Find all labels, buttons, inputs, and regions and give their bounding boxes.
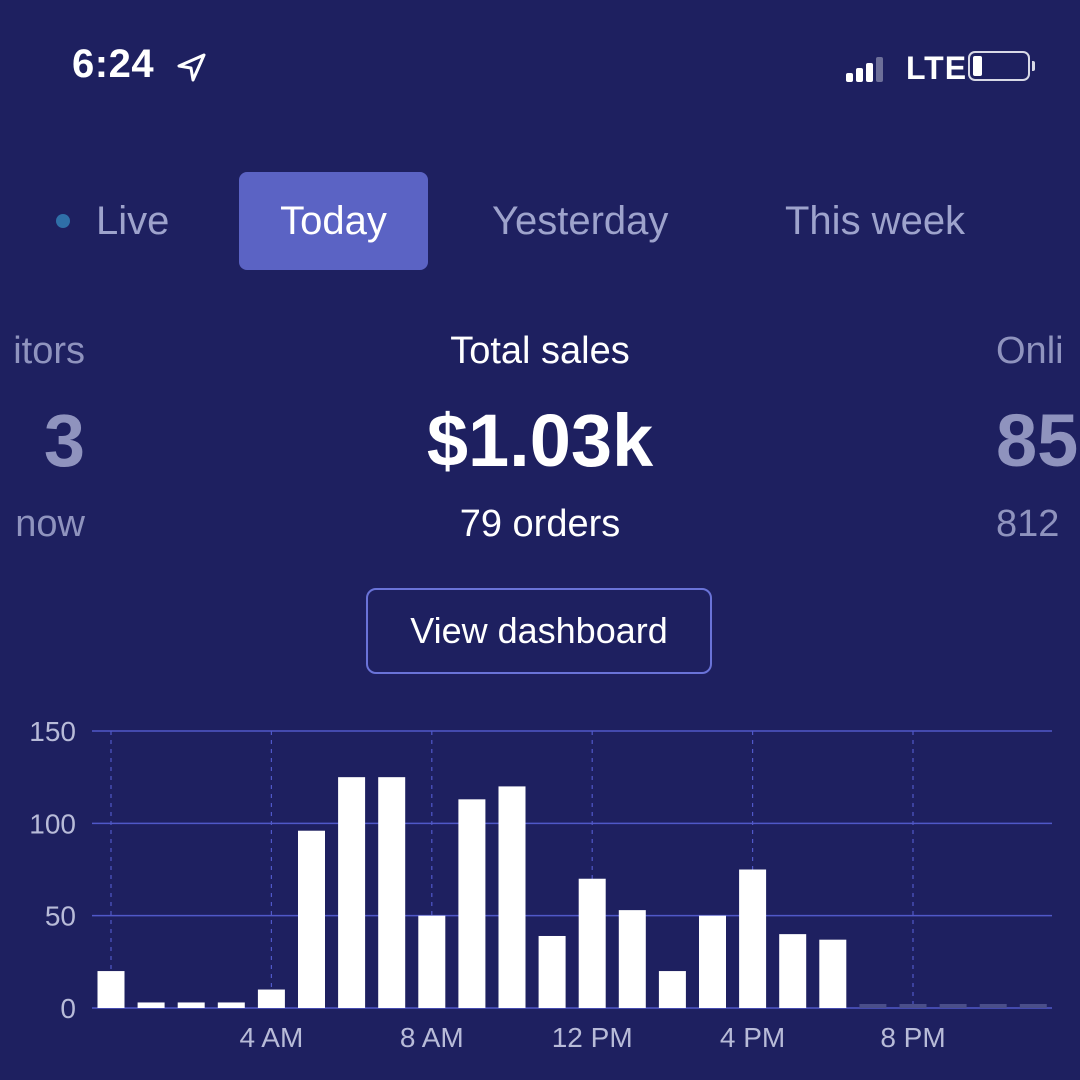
tab-this-week[interactable]: This week xyxy=(785,172,965,270)
x-tick-label: 8 PM xyxy=(880,1022,945,1053)
bar-1-pm xyxy=(618,910,646,1008)
x-tick-label: 8 AM xyxy=(400,1022,464,1053)
bar-4-pm xyxy=(739,869,767,1008)
bar-2-pm xyxy=(658,971,686,1008)
orders-count: 79 orders xyxy=(459,503,621,545)
tab-live[interactable]: Live xyxy=(56,172,169,270)
live-dot-icon xyxy=(56,214,70,228)
hourly-sales-chart: 0 50 100 150 4 AM 8 AM 12 PM 4 PM 8 PM xyxy=(29,716,1052,1053)
bar-6-pm xyxy=(819,939,847,1008)
network-type: LTE xyxy=(906,50,968,86)
bar-8-pm xyxy=(899,1004,927,1008)
total-sales-title: Total sales xyxy=(450,330,630,372)
y-tick-label: 150 xyxy=(29,716,76,747)
bar-3-am xyxy=(217,1002,245,1008)
tab-today-label: Today xyxy=(280,198,387,243)
y-tick-label: 0 xyxy=(60,993,76,1024)
bar-5-am xyxy=(298,830,325,1008)
tab-live-label: Live xyxy=(96,198,170,243)
bar-3-pm xyxy=(699,915,726,1008)
x-tick-label: 4 AM xyxy=(239,1022,303,1053)
bar-12-pm xyxy=(578,878,606,1008)
visitors-title: itors xyxy=(13,330,85,372)
visitors-sub: now xyxy=(15,503,85,545)
visitors-value: 3 xyxy=(43,399,85,482)
tab-yesterday[interactable]: Yesterday xyxy=(492,172,668,270)
bar-5-pm xyxy=(779,934,807,1008)
bar-9-pm xyxy=(939,1004,967,1008)
y-tick-label: 100 xyxy=(29,808,76,839)
bar-10-am xyxy=(498,786,526,1008)
bar-11-am xyxy=(538,935,566,1008)
online-sub: 812 xyxy=(996,503,1060,545)
online-title: Onli xyxy=(996,330,1064,372)
tab-this-week-label: This week xyxy=(785,198,966,243)
signal-strength-icon xyxy=(846,56,886,82)
bar-7-am xyxy=(378,777,406,1008)
view-dashboard-button[interactable]: View dashboard xyxy=(366,588,712,674)
x-tick-label: 4 PM xyxy=(720,1022,785,1053)
bar-4-am xyxy=(257,989,285,1008)
bar-11-pm xyxy=(1019,1004,1047,1008)
tab-today[interactable]: Today xyxy=(239,172,428,270)
bar-9-am xyxy=(458,799,486,1008)
y-tick-label: 50 xyxy=(45,901,76,932)
bar-12-am xyxy=(97,971,125,1008)
bar-7-pm xyxy=(859,1004,887,1008)
location-arrow-icon xyxy=(177,53,206,82)
bar-6-am xyxy=(338,777,366,1008)
status-time: 6:24 xyxy=(72,42,155,86)
bar-8-am xyxy=(418,915,446,1008)
bar-2-am xyxy=(177,1002,205,1008)
x-tick-label: 12 PM xyxy=(552,1022,633,1053)
battery-icon xyxy=(968,51,1035,81)
online-value: 85 xyxy=(996,399,1079,482)
bar-10-pm xyxy=(979,1004,1007,1008)
total-sales-value: $1.03k xyxy=(426,399,654,482)
bar-1-am xyxy=(137,1002,165,1008)
tab-yesterday-label: Yesterday xyxy=(492,198,669,243)
